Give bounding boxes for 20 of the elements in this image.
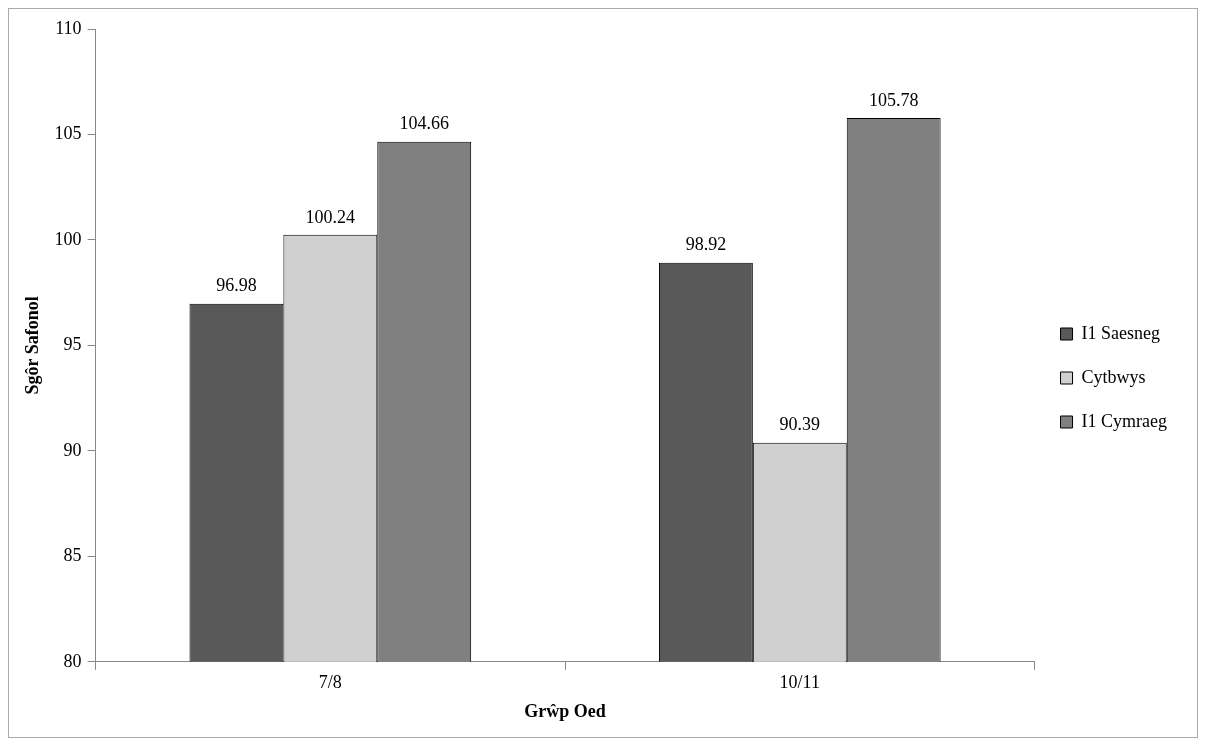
y-axis-title: Sgôr Safonol: [22, 296, 43, 395]
y-tick-label: 110: [55, 17, 82, 38]
x-axis-title: Grŵp Oed: [524, 700, 606, 721]
y-tick-label: 90: [63, 439, 82, 460]
y-tick-label: 105: [54, 123, 82, 144]
data-label: 96.98: [216, 275, 257, 296]
y-tick-label: 100: [54, 228, 82, 249]
legend-label: Cytbwys: [1081, 366, 1146, 387]
data-label: 104.66: [399, 113, 449, 134]
y-tick-label: 85: [63, 545, 82, 566]
data-label: 90.39: [779, 414, 821, 435]
y-tick-label: 95: [63, 334, 82, 355]
x-tick-label: 7/8: [318, 672, 342, 693]
data-label: 100.24: [305, 206, 356, 227]
data-label: 105.78: [868, 89, 919, 110]
x-tick-label: 10/11: [779, 672, 820, 693]
y-tick-label: 80: [63, 650, 82, 671]
legend-label: I1 Cymraeg: [1081, 410, 1168, 431]
data-label: 98.92: [685, 234, 727, 255]
legend-label: I1 Saesneg: [1081, 322, 1161, 343]
